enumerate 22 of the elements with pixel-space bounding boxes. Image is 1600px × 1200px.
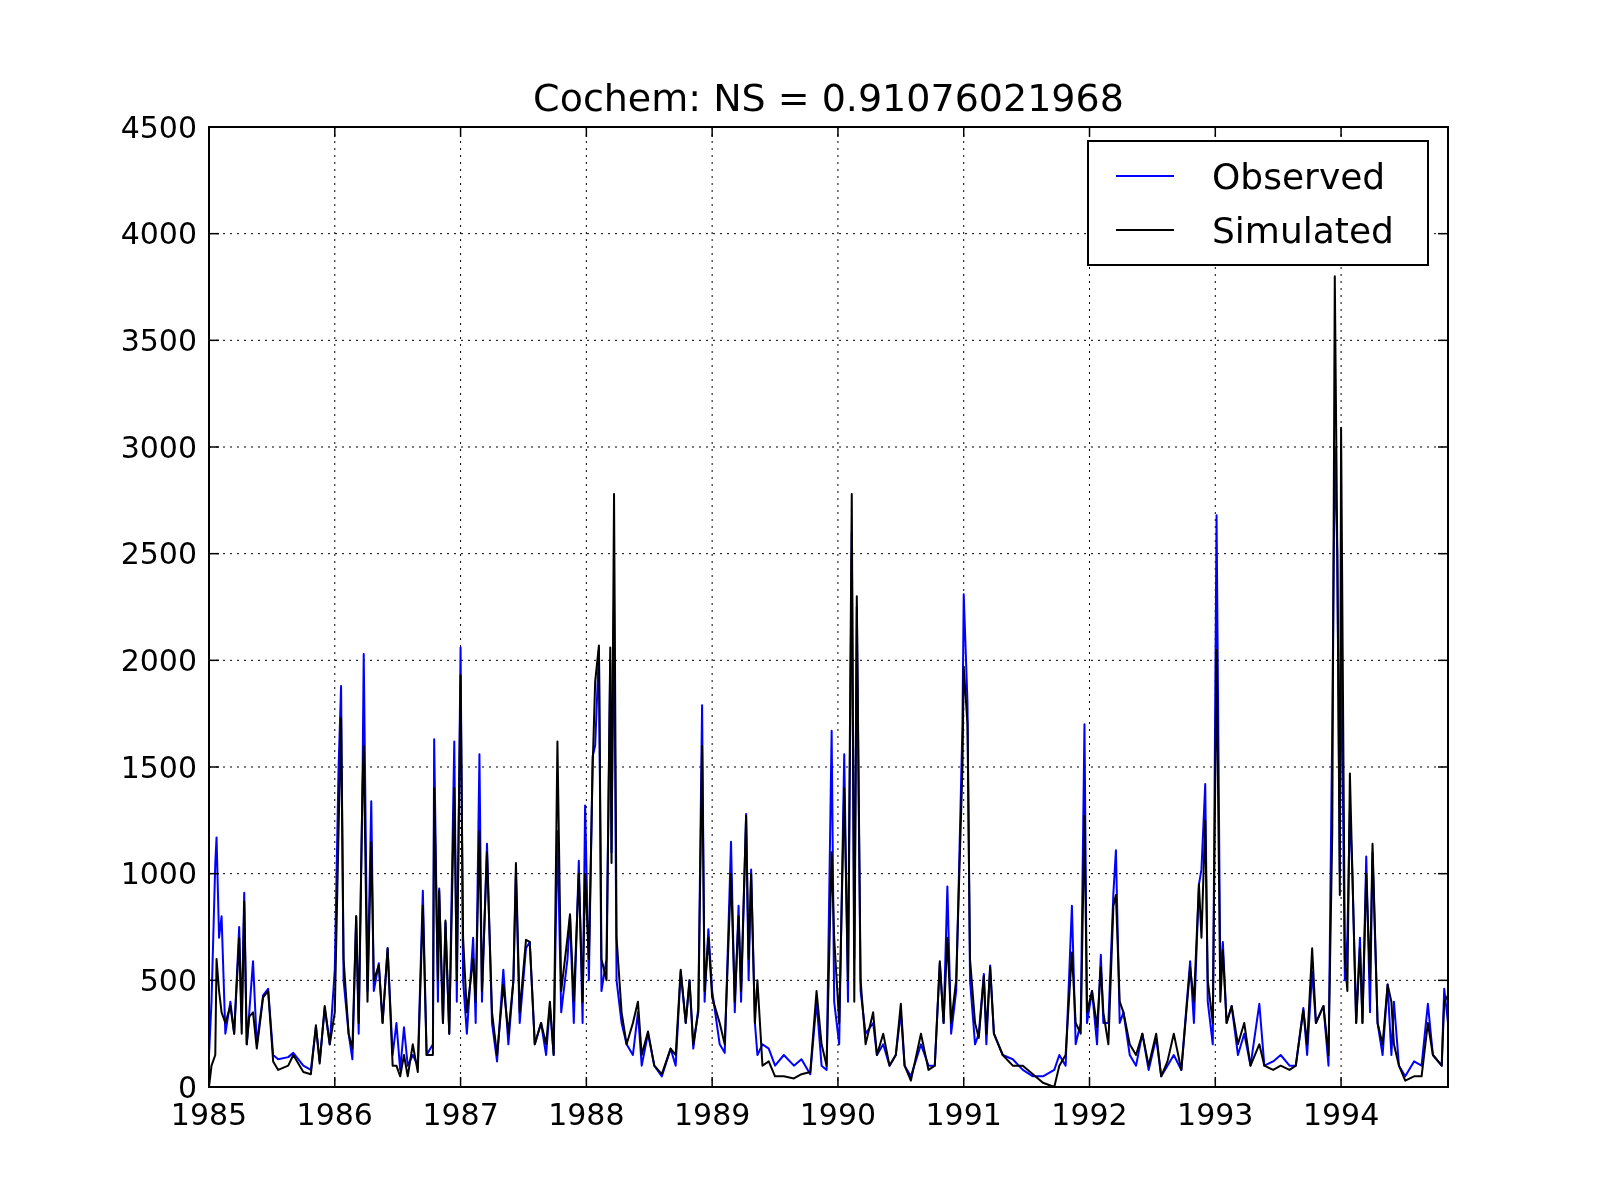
legend-label: Observed [1212,155,1386,197]
y-tick-label: 1000 [120,856,197,892]
x-tick-label: 1993 [1177,1097,1254,1132]
x-tick-label: 1986 [296,1097,373,1132]
y-tick-label: 2000 [120,642,197,678]
x-tick-label: 1992 [1051,1097,1128,1132]
x-tick-label: 1987 [422,1097,499,1132]
legend-label: Simulated [1212,209,1394,251]
y-tick-label: 4500 [120,109,197,145]
y-tick-label: 4000 [120,216,197,252]
y-tick-label: 2500 [120,536,197,572]
chart-title: Cochem: NS = 0.91076021968 [533,76,1124,120]
x-tick-label: 1989 [673,1097,751,1132]
x-tick-label: 1985 [170,1097,248,1132]
x-tick-label: 1994 [1302,1097,1380,1132]
x-tick-label: 1990 [799,1097,877,1132]
y-tick-label: 3000 [120,429,197,465]
y-tick-label: 1500 [120,749,197,785]
y-tick-label: 3500 [120,322,197,358]
x-tick-label: 1991 [925,1097,1002,1132]
x-tick-label: 1988 [548,1097,625,1132]
y-tick-label: 500 [139,962,197,998]
